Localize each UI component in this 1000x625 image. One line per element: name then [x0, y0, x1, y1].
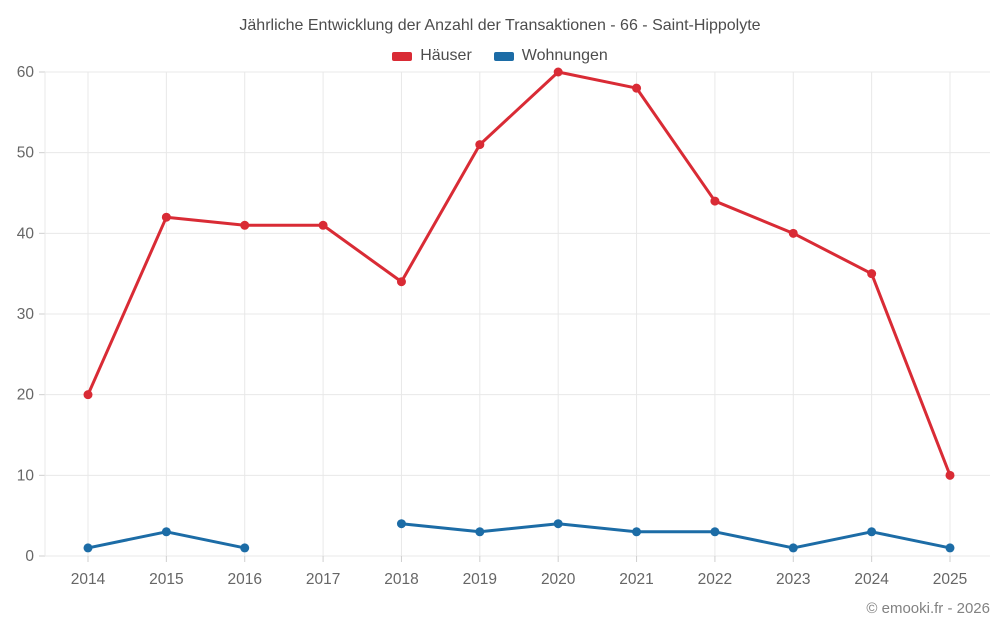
data-point-häuser-2024[interactable] — [867, 269, 877, 279]
x-tick-label: 2015 — [149, 571, 183, 588]
x-tick-label: 2024 — [854, 571, 889, 588]
legend-item-wohnungen[interactable]: Wohnungen — [493, 47, 608, 65]
data-point-häuser-2023[interactable] — [788, 228, 798, 238]
legend-swatch-icon — [493, 51, 514, 61]
legend-label: Häuser — [420, 47, 472, 64]
x-tick-label: 2019 — [463, 571, 497, 588]
x-tick-label: 2025 — [933, 571, 967, 588]
data-point-wohnungen-2014[interactable] — [83, 543, 93, 553]
x-tick-label: 2017 — [306, 571, 340, 588]
data-point-häuser-2015[interactable] — [161, 212, 171, 222]
y-tick-label: 0 — [25, 548, 34, 565]
data-point-wohnungen-2018[interactable] — [396, 519, 406, 529]
series-line-häuser — [86, 70, 952, 477]
data-point-häuser-2019[interactable] — [475, 140, 485, 150]
data-point-wohnungen-2025[interactable] — [945, 543, 955, 553]
chart-legend: Häuser Wohnungen — [0, 47, 1000, 65]
data-point-häuser-2025[interactable] — [945, 470, 955, 480]
data-point-wohnungen-2022[interactable] — [710, 527, 720, 537]
series-line-wohnungen — [399, 522, 952, 550]
x-tick-label: 2016 — [227, 571, 261, 588]
data-point-wohnungen-2016[interactable] — [240, 543, 250, 553]
data-point-wohnungen-2023[interactable] — [788, 543, 798, 553]
legend-item-h-user[interactable]: Häuser — [392, 47, 472, 65]
data-point-häuser-2016[interactable] — [240, 220, 250, 230]
data-point-wohnungen-2024[interactable] — [867, 527, 877, 537]
y-tick-label: 60 — [17, 64, 35, 81]
data-point-häuser-2022[interactable] — [710, 196, 720, 206]
data-point-wohnungen-2021[interactable] — [632, 527, 642, 537]
data-point-häuser-2014[interactable] — [83, 390, 93, 400]
data-point-häuser-2018[interactable] — [396, 277, 406, 287]
copyright-text: © emooki.fr - 2026 — [866, 600, 990, 617]
legend-swatch-icon — [392, 51, 413, 61]
x-tick-label: 2022 — [698, 571, 732, 588]
y-tick-label: 40 — [17, 225, 35, 242]
data-point-wohnungen-2019[interactable] — [475, 527, 485, 537]
data-point-häuser-2020[interactable] — [553, 67, 563, 77]
x-tick-label: 2014 — [71, 571, 106, 588]
data-point-wohnungen-2020[interactable] — [553, 519, 563, 529]
data-point-häuser-2021[interactable] — [632, 83, 642, 93]
chart-title: Jährliche Entwicklung der Anzahl der Tra… — [239, 17, 761, 34]
data-point-häuser-2017[interactable] — [318, 220, 328, 230]
y-tick-label: 30 — [17, 306, 35, 323]
y-tick-label: 20 — [17, 387, 35, 404]
legend-label: Wohnungen — [521, 47, 608, 64]
data-point-wohnungen-2015[interactable] — [161, 527, 171, 537]
y-tick-label: 50 — [17, 145, 35, 162]
x-tick-label: 2020 — [541, 571, 576, 588]
x-tick-label: 2023 — [776, 571, 810, 588]
x-tick-label: 2021 — [619, 571, 653, 588]
y-tick-label: 10 — [17, 467, 35, 484]
x-tick-label: 2018 — [384, 571, 418, 588]
